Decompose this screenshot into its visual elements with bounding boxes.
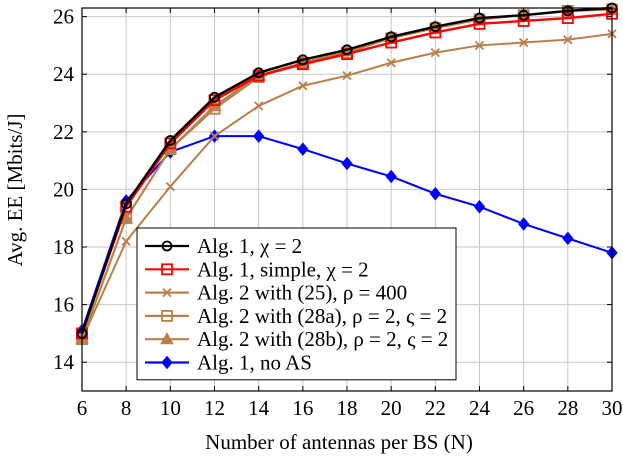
series-group (75, 2, 619, 346)
point-diamond (341, 156, 353, 171)
point-x-stroke (209, 131, 220, 141)
point-x (165, 181, 175, 192)
point-x-stroke (430, 47, 440, 58)
series-2 (77, 29, 617, 344)
legend-item: Alg. 1, χ = 2 (145, 234, 302, 258)
point-square (561, 12, 574, 24)
legend-box (136, 227, 457, 381)
y-tick-label: 24 (53, 62, 75, 86)
point-x-stroke (474, 40, 485, 51)
legend-label: Alg. 2 with (28a), ρ = 2, ς = 2 (197, 304, 447, 328)
point-circle (164, 135, 176, 146)
point-x-stroke (298, 81, 308, 91)
point-square (164, 137, 177, 150)
legend-item: Alg. 1, simple, χ = 2 (145, 257, 369, 281)
x-tick-label: 10 (160, 396, 181, 420)
point-x (209, 131, 220, 141)
axes: 6 8 10 12 14 16 18 20 22 24 26 28 30 14 16 18 20 22 24 26 (53, 5, 623, 420)
point-x (121, 236, 131, 246)
point-x-stroke (121, 236, 131, 246)
point-circle (253, 67, 265, 79)
point-x (254, 101, 264, 111)
y-tick-label: 16 (53, 293, 74, 317)
x-axis-label: Number of antennas per BS (N) (205, 430, 473, 454)
x-tick-label: 8 (121, 396, 132, 420)
x-tick-label: 20 (381, 396, 402, 420)
point-x-stroke (386, 58, 396, 68)
point-circle (562, 5, 574, 17)
point-circle (474, 12, 485, 24)
point-x (474, 40, 485, 51)
x-tick-label: 26 (513, 396, 534, 420)
point-square (208, 94, 221, 107)
point-diamond (562, 231, 574, 246)
x-tick-label: 14 (248, 396, 270, 420)
point-x-stroke (165, 181, 175, 192)
point-circle (297, 54, 309, 66)
y-axis-label: Avg. EE [Mbits/J] (3, 113, 27, 266)
y-tick-label: 22 (53, 120, 74, 144)
point-circle (429, 21, 441, 33)
point-x-stroke (519, 37, 529, 48)
point-circle (209, 91, 220, 103)
x-tick-label: 24 (469, 396, 491, 420)
legend-label: Alg. 1, χ = 2 (197, 234, 302, 258)
x-tick-label: 22 (425, 396, 446, 420)
point-x (563, 35, 573, 45)
point-diamond (518, 217, 530, 231)
point-diamond (429, 186, 441, 201)
point-x (430, 47, 440, 58)
y-tick-label: 26 (53, 5, 74, 29)
x-tick-label: 28 (557, 396, 578, 420)
point-x (298, 81, 308, 91)
point-circle (385, 31, 397, 43)
point-square (120, 200, 133, 213)
x-tick-label: 6 (77, 396, 88, 420)
legend-item: Alg. 2 with (25), ρ = 400 (145, 281, 407, 305)
point-triangle (160, 332, 174, 345)
point-circle (161, 240, 173, 252)
point-diamond (161, 355, 173, 370)
y-tick-label: 14 (53, 350, 75, 374)
legend-item: Alg. 1, no AS (145, 351, 312, 375)
point-x-stroke (162, 287, 172, 298)
legend-item: Alg. 2 with (28a), ρ = 2, ς = 2 (145, 304, 447, 328)
point-square (161, 263, 173, 276)
legend-label: Alg. 1, simple, χ = 2 (197, 257, 369, 281)
point-x (386, 58, 396, 68)
point-x-stroke (563, 35, 573, 45)
x-tick-label: 18 (337, 396, 358, 420)
y-tick-label: 18 (53, 235, 74, 259)
legend-label: Alg. 2 with (25), ρ = 400 (197, 281, 407, 305)
series-line (80, 6, 613, 334)
point-x (519, 37, 529, 48)
point-x (162, 287, 172, 298)
point-diamond (385, 169, 397, 184)
point-diamond (473, 199, 486, 214)
x-tick-label: 30 (602, 396, 623, 420)
x-tick-label: 16 (292, 396, 313, 420)
point-circle (120, 198, 132, 210)
point-x-stroke (254, 101, 264, 111)
legend-label: Alg. 1, no AS (197, 351, 312, 375)
legend-label: Alg. 2 with (28b), ρ = 2, ς = 2 (197, 327, 448, 351)
point-x (342, 71, 352, 81)
y-tick-label: 20 (53, 177, 74, 201)
point-x-stroke (342, 71, 352, 81)
legend-item: Alg. 2 with (28b), ρ = 2, ς = 2 (145, 327, 448, 351)
point-diamond (253, 129, 265, 143)
point-circle (341, 44, 353, 56)
point-square (161, 309, 173, 322)
x-tick-label: 12 (204, 396, 225, 420)
point-diamond (297, 142, 309, 156)
